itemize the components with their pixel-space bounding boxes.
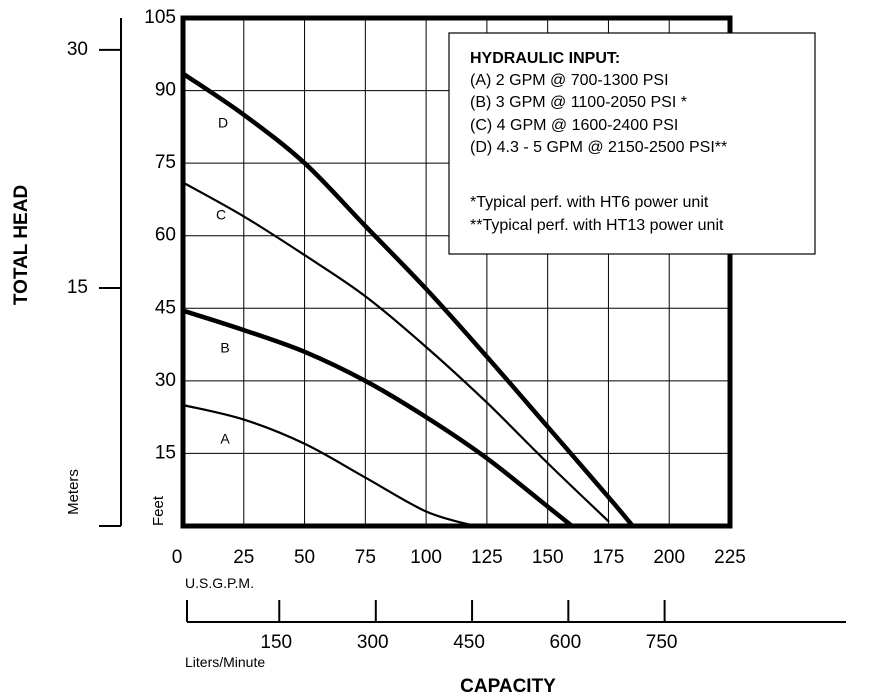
feet-units-label: Feet: [150, 495, 167, 526]
curve-label-D: D: [218, 115, 228, 131]
legend-line-0: (A) 2 GPM @ 700-1300 PSI: [470, 72, 669, 89]
x-tick-label-0: 0: [172, 547, 183, 568]
x-tick-label-75: 75: [355, 547, 376, 568]
y-tick-label-105: 105: [144, 7, 176, 28]
y-tick-label-75: 75: [155, 152, 176, 173]
plot-frame: [180, 15, 733, 529]
legend: HYDRAULIC INPUT: (A) 2 GPM @ 700-1300 PSI…: [448, 32, 816, 255]
legend-box: [448, 32, 816, 255]
curve-label-B: B: [220, 340, 229, 356]
lpm-tick-label-750: 750: [646, 632, 678, 653]
y-tick-labels: 15 30 45 60 75 90 105: [144, 7, 176, 463]
lpm-tick-label-300: 300: [357, 632, 389, 653]
usgpm-units-label: U.S.G.P.M.: [185, 575, 254, 591]
liters-per-minute-axis: 150 300 450 600 750: [186, 600, 846, 653]
legend-line-1: (B) 3 GPM @ 1100-2050 PSI *: [470, 94, 687, 111]
x-tick-label-150: 150: [532, 547, 564, 568]
lpm-tick-label-450: 450: [453, 632, 485, 653]
meters-units-label: Meters: [65, 469, 82, 515]
x-tick-labels: 0 25 50 75 100 125 150 175 200 225: [172, 547, 746, 568]
y-tick-label-15: 15: [155, 442, 176, 463]
y-tick-label-90: 90: [155, 80, 176, 101]
legend-line-3: (D) 4.3 - 5 GPM @ 2150-2500 PSI**: [470, 139, 727, 156]
y-tick-label-45: 45: [155, 297, 176, 318]
y-tick-label-30: 30: [155, 370, 176, 391]
curve-labels: A B C D: [216, 115, 230, 447]
curve-label-A: A: [220, 431, 230, 447]
x-tick-label-175: 175: [593, 547, 625, 568]
meters-tick-label-15: 15: [67, 277, 88, 298]
y-tick-label-60: 60: [155, 225, 176, 246]
x-tick-label-125: 125: [471, 547, 503, 568]
curve-label-C: C: [216, 207, 226, 223]
performance-curves: [180, 71, 636, 529]
curve-D: [180, 71, 636, 529]
curve-C: [181, 181, 610, 523]
lpm-units-label: Liters/Minute: [185, 654, 265, 670]
curve-B: [180, 308, 575, 529]
curve-A: [181, 403, 476, 528]
y-axis-title: TOTAL HEAD: [11, 185, 32, 305]
legend-title: HYDRAULIC INPUT:: [470, 50, 620, 67]
lpm-tick-label-600: 600: [549, 632, 581, 653]
legend-line-2: (C) 4 GPM @ 1600-2400 PSI: [470, 117, 678, 134]
x-tick-label-200: 200: [653, 547, 685, 568]
legend-line-6: **Typical perf. with HT13 power unit: [470, 217, 724, 234]
x-tick-label-100: 100: [410, 547, 442, 568]
lpm-tick-label-150: 150: [260, 632, 292, 653]
x-tick-label-50: 50: [294, 547, 315, 568]
meters-tick-label-30: 30: [67, 39, 88, 60]
x-tick-label-225: 225: [714, 547, 746, 568]
legend-line-5: *Typical perf. with HT6 power unit: [470, 194, 709, 211]
x-tick-label-25: 25: [233, 547, 254, 568]
x-axis-title: CAPACITY: [460, 676, 556, 697]
